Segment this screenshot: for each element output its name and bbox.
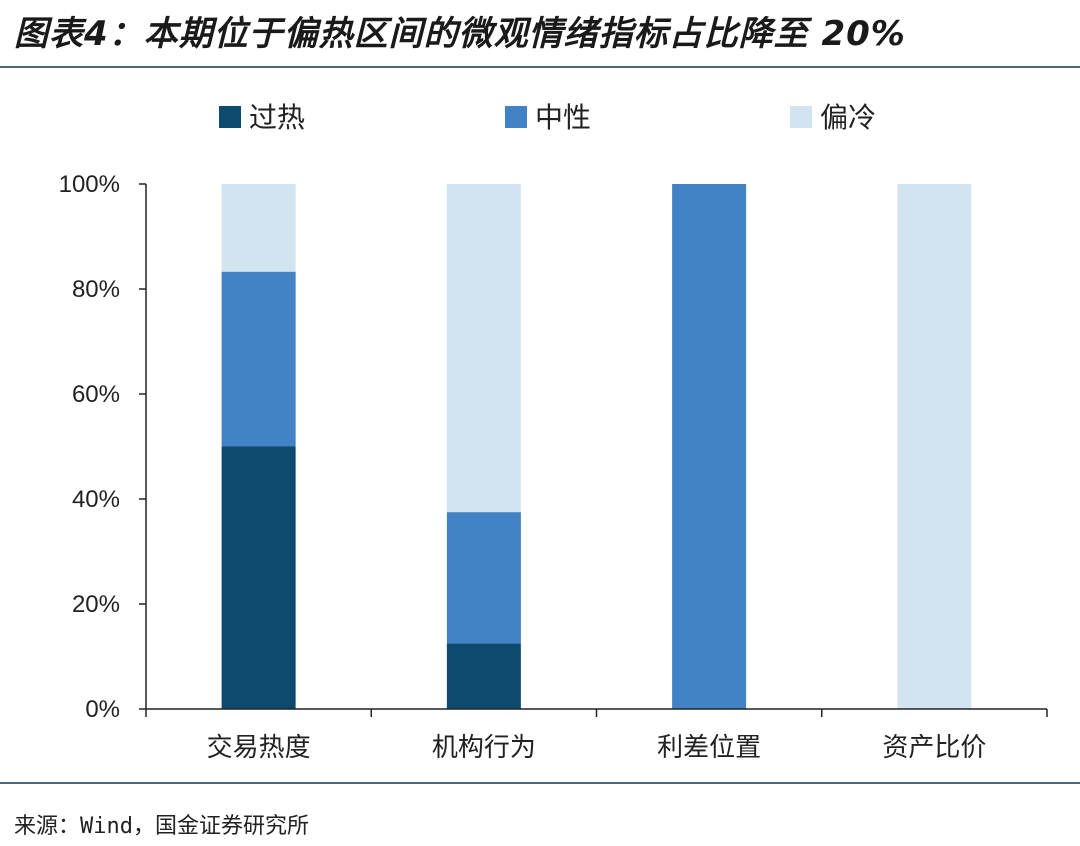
legend-swatch-3 [790, 106, 812, 128]
legend-swatch-2 [505, 106, 527, 128]
bars-group [221, 184, 972, 709]
footer-divider [0, 782, 1080, 784]
y-tick-label-4: 60% [72, 381, 120, 408]
y-tick-label-5: 80% [72, 276, 120, 303]
legend-swatch-1 [219, 106, 241, 128]
y-tick-label-1: 0% [85, 696, 120, 723]
legend-label-2: 中性 [535, 101, 591, 134]
bar-segment-3-2 [672, 184, 747, 709]
x-category-label-4: 资产比价 [882, 733, 986, 763]
bar-segment-1-2 [221, 271, 296, 447]
y-tick-label-2: 20% [72, 591, 120, 618]
bar-segment-1-1 [221, 446, 296, 709]
x-category-label-1: 交易热度 [207, 733, 311, 763]
x-category-label-2: 机构行为 [432, 733, 536, 763]
bar-segment-2-2 [446, 512, 521, 644]
y-tick-label-6: 100% [59, 171, 120, 198]
x-category-label-3: 利差位置 [657, 733, 761, 763]
bar-segment-4-3 [897, 184, 972, 709]
chart-title: 图表4：本期位于偏热区间的微观情绪指标占比降至 20% [14, 14, 906, 54]
legend-label-3: 偏冷 [820, 101, 876, 134]
axes-group: 0% 20% 40% 60% 80% 100% 交易热度 机构行为 利差位置 资产比价 [59, 171, 1048, 763]
bar-segment-2-1 [446, 643, 521, 709]
bar-segment-2-3 [446, 184, 521, 513]
source-note: 来源：Wind，国金证券研究所 [14, 814, 309, 839]
y-tick-label-3: 40% [72, 486, 120, 513]
title-divider [0, 66, 1080, 68]
legend-label-1: 过热 [249, 101, 305, 134]
legend: 过热 中性 偏冷 [219, 101, 876, 134]
bar-segment-1-3 [221, 184, 296, 272]
